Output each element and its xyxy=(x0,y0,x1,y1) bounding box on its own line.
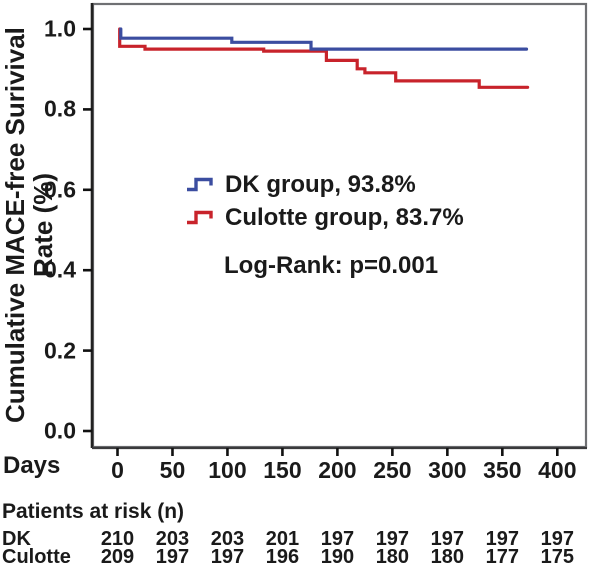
at-risk-value: 197 xyxy=(485,528,519,550)
at-risk-value: 190 xyxy=(320,546,355,568)
dk-group-survival-curve xyxy=(119,27,529,51)
at-risk-value: 203 xyxy=(155,528,190,550)
x-tick-label: 50 xyxy=(159,457,186,483)
y-tick-label: 1.0 xyxy=(44,15,76,42)
legend: DK group, 93.8% Culotte group, 83.7% xyxy=(186,168,464,234)
at-risk-value: 201 xyxy=(265,528,300,550)
at-risk-value: 209 xyxy=(100,546,135,568)
x-tick-label: 350 xyxy=(483,457,522,483)
y-tick-label: 0.2 xyxy=(44,337,76,364)
at-risk-row-label-culotte: Culotte xyxy=(2,546,71,568)
at-risk-value: 197 xyxy=(430,528,465,550)
at-risk-value: 196 xyxy=(265,546,300,568)
culotte-group-survival-curve xyxy=(118,27,530,89)
x-axis-title: Days xyxy=(3,452,61,479)
at-risk-value: 203 xyxy=(210,528,245,550)
at-risk-value: 197 xyxy=(210,546,245,568)
x-tick-label: 0 xyxy=(111,457,124,483)
x-tick-label: 200 xyxy=(318,457,357,483)
x-tick-label: 300 xyxy=(428,457,467,483)
y-tick-label: 0.8 xyxy=(44,95,76,122)
at-risk-value: 210 xyxy=(100,528,135,550)
at-risk-value: 197 xyxy=(320,528,355,550)
at-risk-value: 177 xyxy=(485,546,519,568)
x-tick-label: 400 xyxy=(538,457,577,483)
y-tick-label: 0.4 xyxy=(44,256,76,283)
log-rank-annotation: Log-Rank: p=0.001 xyxy=(224,252,439,279)
at-risk-row-label-dk: DK xyxy=(2,528,31,550)
legend-label-culotte: Culotte group, 83.7% xyxy=(225,203,464,231)
y-tick-label: 0.0 xyxy=(44,417,76,444)
x-tick-label: 250 xyxy=(373,457,412,483)
x-tick-label: 100 xyxy=(208,457,247,483)
x-tick-label: 150 xyxy=(263,457,302,483)
y-tick-label: 0.6 xyxy=(44,176,76,203)
legend-row-dk: DK group, 93.8% xyxy=(186,168,464,201)
legend-label-dk: DK group, 93.8% xyxy=(225,170,416,198)
y-axis-label-line2: Rate (%) xyxy=(28,173,58,278)
legend-row-culotte: Culotte group, 83.7% xyxy=(186,201,464,234)
at-risk-value: 175 xyxy=(540,546,574,568)
dk-step-line-icon xyxy=(187,177,213,192)
at-risk-value: 180 xyxy=(430,546,465,568)
at-risk-title: Patients at risk (n) xyxy=(2,500,185,523)
culotte-step-line-icon xyxy=(187,210,213,225)
at-risk-value: 197 xyxy=(155,546,190,568)
at-risk-value: 197 xyxy=(375,528,410,550)
at-risk-value: 197 xyxy=(540,528,574,550)
at-risk-value: 180 xyxy=(375,546,410,568)
y-axis-label-line1: Cumulative MACE-free Surivival xyxy=(0,27,30,423)
y-axis-label: Cumulative MACE-free Surivival Rate (%) xyxy=(0,0,58,450)
